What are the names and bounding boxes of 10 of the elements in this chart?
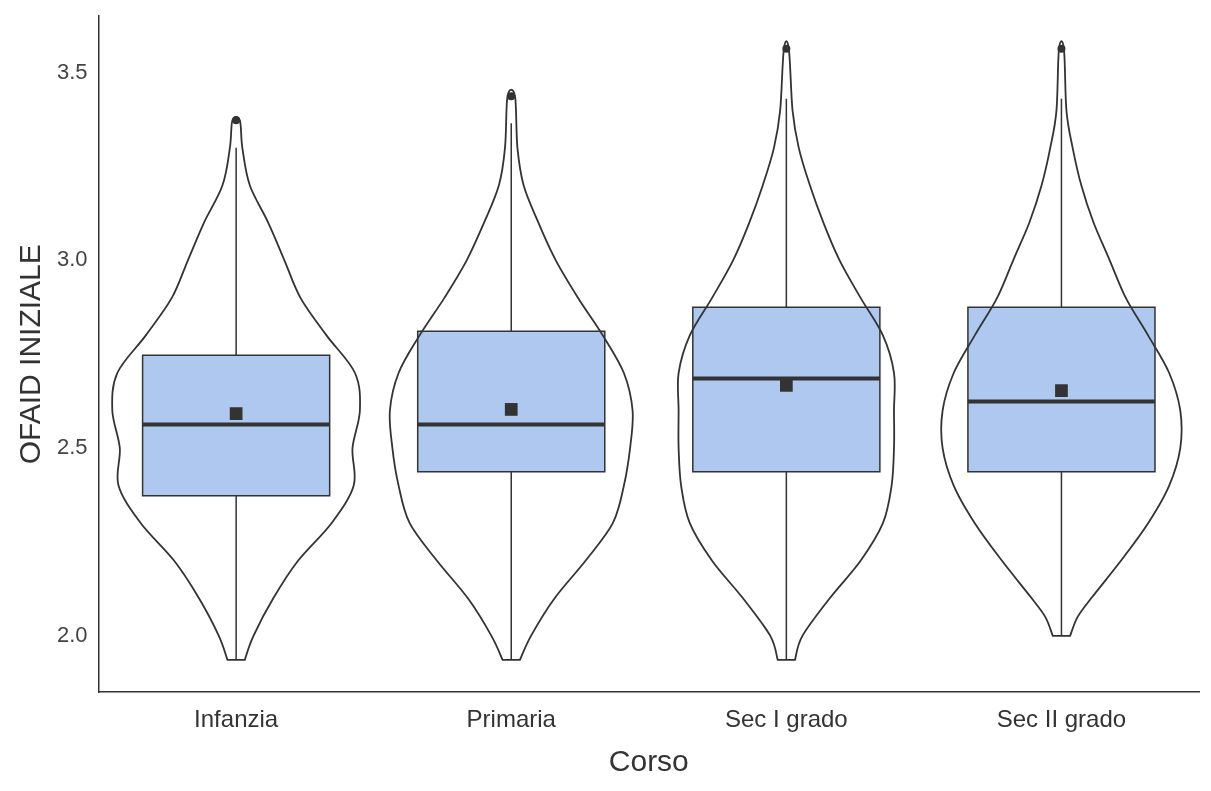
y-tick-label: 2.0 (56, 621, 88, 647)
y-tick-label: 3.0 (56, 246, 88, 272)
y-tick-label: 2.5 (56, 434, 88, 460)
x-tick-label: Sec I grado (724, 705, 848, 733)
y-axis-title: OFAID INIZIALE (13, 244, 47, 465)
x-tick-label: Sec II grado (996, 705, 1127, 733)
x-axis-title: Corso (608, 744, 689, 778)
x-tick-label: Primaria (466, 705, 557, 733)
x-tick-label: Infanzia (194, 705, 279, 733)
y-tick-label: 3.5 (56, 58, 88, 84)
